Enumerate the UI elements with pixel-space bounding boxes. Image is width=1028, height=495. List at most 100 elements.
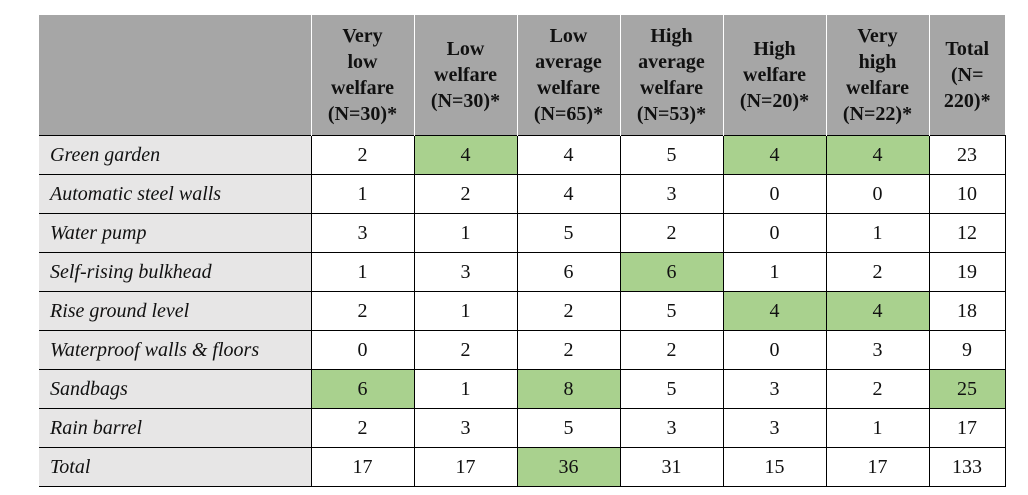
column-header-line: welfare xyxy=(331,77,394,99)
header-row: Very low welfare (N=30)* Low welfare (N=30)* Lo… xyxy=(39,15,1005,136)
column-header-line: 220)* xyxy=(943,90,991,112)
table-row: Sandbags 6 1 8 5 3 2 25 xyxy=(39,369,1006,409)
table-cell: 6 xyxy=(310,369,414,409)
welfare-measures-table: Very low welfare (N=30)* Low welfare (N=30)* Lo… xyxy=(39,15,1006,487)
table-cell: 3 xyxy=(619,174,723,214)
column-header-line: (N=30)* xyxy=(430,90,501,112)
table-cell: 10 xyxy=(928,174,1006,214)
column-header: High average welfare (N=53)* xyxy=(619,15,723,136)
table-row: Rise ground level 2 1 2 5 4 4 18 xyxy=(39,291,1006,331)
table-cell: 3 xyxy=(825,330,929,370)
table-cell: 3 xyxy=(722,369,826,409)
table-cell: 23 xyxy=(928,135,1006,175)
table-cell: 17 xyxy=(310,447,414,487)
column-header: Very low welfare (N=30)* xyxy=(310,15,414,136)
row-label: Water pump xyxy=(39,213,311,253)
table-cell: 5 xyxy=(516,408,620,448)
table-cell: 3 xyxy=(413,252,517,292)
table-cell: 1 xyxy=(413,213,517,253)
column-header-line: High xyxy=(753,38,796,60)
row-label: Rise ground level xyxy=(39,291,311,331)
column-header-line: (N= xyxy=(951,64,984,86)
header-stub xyxy=(39,15,311,136)
table-cell: 3 xyxy=(619,408,723,448)
table-cell: 5 xyxy=(619,291,723,331)
table-cell: 2 xyxy=(310,135,414,175)
table-cell: 31 xyxy=(619,447,723,487)
row-label: Sandbags xyxy=(39,369,311,409)
column-header-line: Very xyxy=(857,25,898,47)
column-header-line: welfare xyxy=(743,64,806,86)
row-label: Waterproof walls & floors xyxy=(39,330,311,370)
table-body: Green garden 2 4 4 5 4 4 23 Automatic steel wall… xyxy=(39,135,1006,487)
table-cell: 19 xyxy=(928,252,1006,292)
table-cell: 5 xyxy=(516,213,620,253)
column-header-line: (N=30)* xyxy=(327,103,398,125)
table-cell: 2 xyxy=(825,369,929,409)
row-label: Automatic steel walls xyxy=(39,174,311,214)
table-cell: 3 xyxy=(310,213,414,253)
column-header-line: Low xyxy=(549,25,588,47)
column-header: Total (N= 220)* xyxy=(928,15,1005,136)
table-cell: 1 xyxy=(413,291,517,331)
table-cell: 2 xyxy=(619,330,723,370)
table-cell: 36 xyxy=(516,447,620,487)
row-label: Self-rising bulkhead xyxy=(39,252,311,292)
table-cell: 0 xyxy=(722,330,826,370)
table-cell: 2 xyxy=(619,213,723,253)
table-cell: 8 xyxy=(516,369,620,409)
column-header-line: High xyxy=(650,25,693,47)
column-header-line: high xyxy=(858,51,897,73)
row-label: Rain barrel xyxy=(39,408,311,448)
table-cell: 25 xyxy=(928,369,1006,409)
table-cell: 5 xyxy=(619,369,723,409)
table-cell: 6 xyxy=(516,252,620,292)
column-header-line: welfare xyxy=(537,77,600,99)
column-header-line: Very xyxy=(342,25,383,47)
table-cell: 2 xyxy=(825,252,929,292)
column-header: High welfare (N=20)* xyxy=(722,15,826,136)
table-cell: 17 xyxy=(825,447,929,487)
column-header-line: (N=53)* xyxy=(636,103,707,125)
table-cell: 4 xyxy=(722,135,826,175)
column-header-line: welfare xyxy=(846,77,909,99)
table-cell: 2 xyxy=(310,408,414,448)
table-cell: 1 xyxy=(825,408,929,448)
table-row: Rain barrel 2 3 5 3 3 1 17 xyxy=(39,408,1006,448)
table-cell: 0 xyxy=(310,330,414,370)
table-cell: 4 xyxy=(516,174,620,214)
table-cell: 0 xyxy=(825,174,929,214)
table-cell: 5 xyxy=(619,135,723,175)
table-row: Water pump 3 1 5 2 0 1 12 xyxy=(39,213,1006,253)
table-cell: 2 xyxy=(413,330,517,370)
table-cell: 0 xyxy=(722,174,826,214)
table-cell: 4 xyxy=(722,291,826,331)
column-header-line: welfare xyxy=(640,77,703,99)
row-label: Total xyxy=(39,447,311,487)
table-cell: 3 xyxy=(722,408,826,448)
table-cell: 1 xyxy=(310,174,414,214)
table-row: Automatic steel walls 1 2 4 3 0 0 10 xyxy=(39,174,1006,214)
table-cell: 1 xyxy=(825,213,929,253)
row-label: Green garden xyxy=(39,135,311,175)
table-cell: 6 xyxy=(619,252,723,292)
column-header: Low average welfare (N=65)* xyxy=(516,15,620,136)
column-header-line: (N=65)* xyxy=(533,103,604,125)
table-cell: 18 xyxy=(928,291,1006,331)
table-cell: 4 xyxy=(825,135,929,175)
table-cell: 12 xyxy=(928,213,1006,253)
column-header-line: (N=20)* xyxy=(739,90,810,112)
table-cell: 2 xyxy=(413,174,517,214)
column-header-line: (N=22)* xyxy=(842,103,913,125)
table-cell: 1 xyxy=(722,252,826,292)
column-header-line: low xyxy=(347,51,378,73)
table-cell: 1 xyxy=(310,252,414,292)
table-cell: 2 xyxy=(516,330,620,370)
column-header-line: Low xyxy=(446,38,485,60)
column-header-line: welfare xyxy=(434,64,497,86)
column-header-line: average xyxy=(535,51,602,73)
table-cell: 9 xyxy=(928,330,1006,370)
table-row: Self-rising bulkhead 1 3 6 6 1 2 19 xyxy=(39,252,1006,292)
table-cell: 4 xyxy=(413,135,517,175)
table-row: Waterproof walls & floors 0 2 2 2 0 3 9 xyxy=(39,330,1006,370)
